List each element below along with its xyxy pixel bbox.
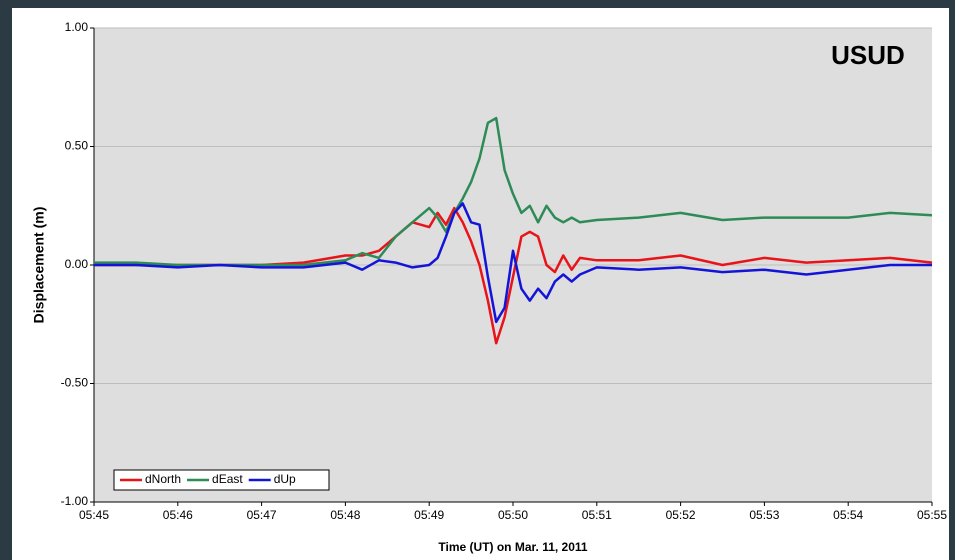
x-tick-label: 05:45: [79, 508, 109, 522]
x-tick-label: 05:48: [330, 508, 360, 522]
x-tick-label: 05:54: [833, 508, 863, 522]
page: USUD Time (UT) on Mar. 11, 2011 Displace…: [0, 0, 955, 560]
x-tick-label: 05:53: [749, 508, 779, 522]
y-axis-title: Displacement (m): [31, 207, 47, 324]
y-tick-label: 1.00: [65, 20, 89, 34]
x-tick-label: 05:55: [917, 508, 947, 522]
chart: USUD Time (UT) on Mar. 11, 2011 Displace…: [0, 0, 955, 560]
y-tick-label: -1.00: [61, 494, 89, 508]
x-tick-label: 05:47: [247, 508, 277, 522]
station-label: USUD: [831, 40, 905, 70]
y-tick-label: -0.50: [61, 376, 89, 390]
x-tick-label: 05:51: [582, 508, 612, 522]
legend-label: dUp: [274, 472, 296, 486]
x-tick-label: 05:46: [163, 508, 193, 522]
y-tick-label: 0.50: [65, 139, 89, 153]
legend-label: dEast: [212, 472, 243, 486]
x-tick-label: 05:52: [666, 508, 696, 522]
y-tick-label: 0.00: [65, 257, 89, 271]
legend-label: dNorth: [145, 472, 181, 486]
x-tick-label: 05:49: [414, 508, 444, 522]
x-tick-label: 05:50: [498, 508, 528, 522]
x-axis-title: Time (UT) on Mar. 11, 2011: [438, 540, 588, 554]
